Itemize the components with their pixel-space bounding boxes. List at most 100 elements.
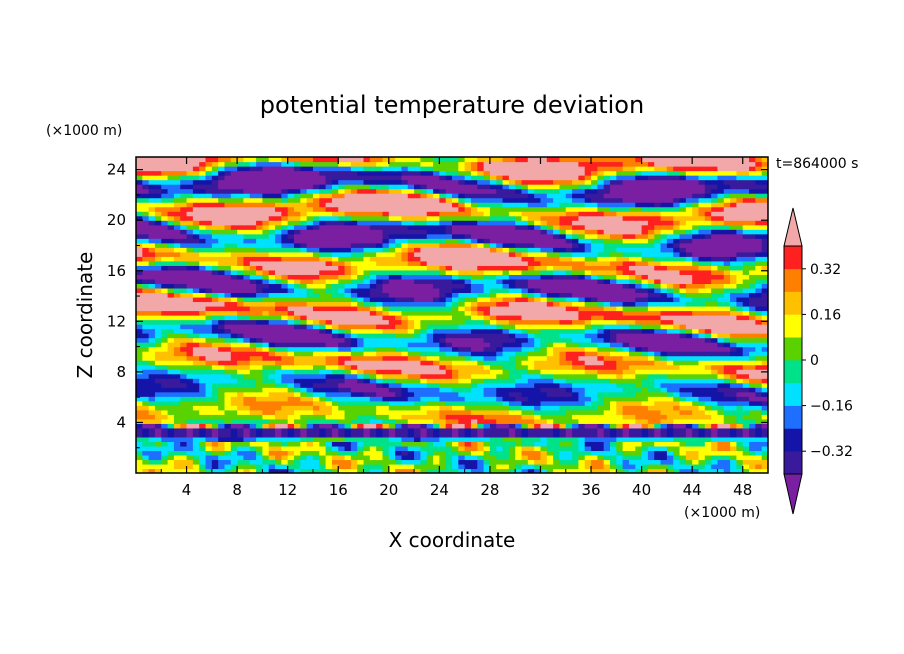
field-cell [711,441,719,447]
field-cell [489,427,497,433]
field-cell [502,247,510,253]
field-cell [414,292,421,298]
field-cell [237,418,245,424]
field-cell [628,256,636,262]
field-cell [369,333,377,339]
field-cell [489,333,497,339]
field-cell [559,319,567,325]
field-cell [161,260,169,266]
field-cell [414,409,421,415]
field-cell [698,450,706,456]
field-cell [755,328,763,334]
field-cell [464,441,472,447]
field-cell [420,310,428,316]
field-cell [515,337,523,343]
field-cell [312,260,320,266]
field-cell [692,310,700,316]
field-cell [420,333,428,339]
field-cell [287,396,295,402]
field-cell [142,315,150,321]
field-cell [388,296,396,303]
field-cell [477,305,485,312]
field-cell [616,369,624,375]
field-cell [502,414,510,420]
field-cell [553,432,561,438]
field-cell [546,436,554,442]
field-cell [287,283,295,289]
field-cell [628,296,636,303]
field-cell [445,387,453,393]
field-cell [218,265,226,271]
field-cell [515,445,523,452]
field-cell [439,301,447,307]
field-cell [761,436,768,442]
field-cell [540,364,548,370]
field-cell [230,436,238,442]
field-cell [704,287,712,294]
field-cell [376,265,384,271]
field-cell [142,468,150,473]
field-cell [470,378,478,384]
field-cell [338,369,346,375]
field-cell [192,265,200,271]
field-cell [749,468,756,473]
field-cell [464,414,472,420]
field-cell [654,247,662,253]
field-cell [565,251,573,257]
field-cell [489,441,497,447]
field-cell [692,450,700,456]
field-cell [256,328,263,334]
field-cell [565,324,573,330]
field-cell [287,346,295,352]
field-cell [268,432,276,438]
field-cell [445,405,453,411]
field-cell [275,305,282,312]
field-cell [294,292,301,298]
field-cell [698,432,706,438]
field-cell [344,459,352,465]
field-cell [363,328,371,334]
field-cell [692,441,700,447]
field-cell [502,463,510,470]
field-cell [749,423,756,429]
field-cell [742,337,750,343]
field-cell [717,342,725,348]
field-cell [452,423,459,429]
field-cell [730,274,737,280]
field-cell [666,256,674,262]
field-cell [376,301,384,307]
field-cell [742,328,750,334]
field-cell [275,436,282,442]
field-cell [420,414,428,420]
field-cell [458,251,466,257]
field-cell [439,274,447,280]
field-cell [508,378,516,384]
field-cell [647,360,655,366]
field-cell [262,278,270,284]
field-cell [395,247,403,253]
field-cell [616,432,624,438]
field-cell [591,441,598,447]
field-cell [357,319,365,325]
field-cell [306,342,314,348]
field-cell [173,305,181,312]
field-cell [363,355,371,361]
field-cell [660,427,668,433]
field-cell [654,324,662,330]
field-cell [508,256,516,262]
field-cell [452,378,459,384]
field-cell [736,315,744,321]
field-cell [717,450,725,456]
field-cell [730,351,737,357]
field-cell [344,423,352,429]
field-cell [654,274,662,280]
field-cell [572,287,579,294]
field-cell [211,445,219,452]
field-cell [142,405,150,411]
field-cell [338,409,346,415]
field-cell [154,423,162,429]
field-cell [723,333,731,339]
field-cell [256,296,263,303]
field-cell [287,333,295,339]
field-cell [628,468,636,473]
